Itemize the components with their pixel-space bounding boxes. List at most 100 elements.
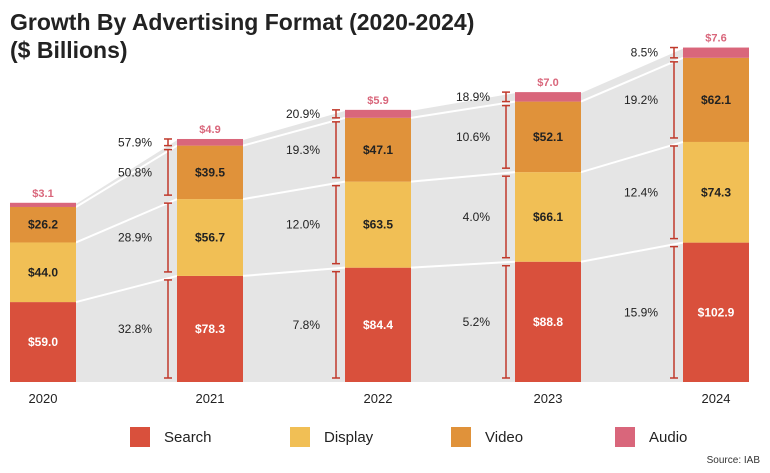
growth-label-search: 32.8% <box>118 322 152 336</box>
bar-segment-video <box>515 101 581 173</box>
bar-value-label: $63.5 <box>363 218 393 232</box>
legend: Search Display Video Audio <box>0 424 770 450</box>
growth-label-display: 12.4% <box>624 185 658 199</box>
bar-value-label: $47.1 <box>363 143 393 157</box>
growth-label-video: 19.3% <box>286 143 320 157</box>
bar-value-label: $84.4 <box>363 318 393 332</box>
bar-value-label: $66.1 <box>533 210 563 224</box>
transition-band <box>76 138 177 382</box>
x-tick-label: 2022 <box>364 391 393 406</box>
legend-swatch-search <box>130 427 150 447</box>
band-separator <box>242 180 346 201</box>
band-separator <box>410 91 516 111</box>
growth-label-audio: 20.9% <box>286 107 320 121</box>
transition-band <box>243 109 345 382</box>
bar-segment-search <box>515 261 581 382</box>
bar-value-label: $78.3 <box>195 322 225 336</box>
growth-label-video: 19.2% <box>624 93 658 107</box>
audio-value-label: $7.6 <box>705 33 726 45</box>
growth-label-display: 28.9% <box>118 231 152 245</box>
audio-value-label: $7.0 <box>537 77 558 89</box>
legend-label: Video <box>485 428 524 446</box>
band-separator <box>580 141 684 174</box>
x-tick-label: 2020 <box>29 391 58 406</box>
growth-label-display: 12.0% <box>286 218 320 232</box>
x-tick-label: 2021 <box>196 391 225 406</box>
bar-value-label: $74.3 <box>701 185 731 199</box>
growth-label-search: 7.8% <box>293 318 321 332</box>
growth-label-video: 10.6% <box>456 130 490 144</box>
transition-band <box>411 92 515 382</box>
transition-band <box>581 47 683 382</box>
chart-title: Growth By Advertising Format (2020-2024)… <box>10 8 474 64</box>
band-separator <box>410 100 516 119</box>
bar-value-label: $39.5 <box>195 165 225 179</box>
bar-segment-display <box>345 181 411 268</box>
band-separator <box>580 56 684 103</box>
band-separator <box>580 46 684 94</box>
audio-value-label: $4.9 <box>199 124 220 136</box>
bar-segment-search <box>683 242 749 382</box>
band-separator <box>410 171 516 183</box>
band-separator <box>410 260 516 269</box>
bar-segment-display <box>177 199 243 276</box>
growth-label-audio: 8.5% <box>631 46 659 60</box>
bar-segment-video <box>683 57 749 142</box>
bar-segment-search <box>10 302 76 382</box>
growth-label-audio: 18.9% <box>456 90 490 104</box>
legend-item-search: Search <box>130 424 212 450</box>
legend-label: Display <box>324 428 374 446</box>
bar-segment-audio <box>515 92 581 102</box>
bar-segment-video <box>10 206 76 243</box>
legend-label: Search <box>164 428 212 446</box>
bar-segment-audio <box>683 47 749 58</box>
legend-label: Audio <box>649 428 688 446</box>
legend-item-audio: Audio <box>615 424 687 450</box>
x-tick-label: 2024 <box>702 391 731 406</box>
growth-label-search: 5.2% <box>463 315 491 329</box>
bar-segment-video <box>177 145 243 200</box>
bar-value-label: $88.8 <box>533 315 563 329</box>
audio-value-label: $3.1 <box>32 188 53 200</box>
bar-segment-audio <box>10 202 76 207</box>
bar-value-label: $44.0 <box>28 265 58 279</box>
legend-swatch-display <box>290 427 310 447</box>
bar-segment-display <box>515 172 581 262</box>
bar-segment-audio <box>345 109 411 118</box>
audio-value-label: $5.9 <box>367 95 388 107</box>
source-note: Source: IAB <box>706 455 760 466</box>
bar-segment-search <box>177 275 243 382</box>
band-separator <box>75 144 178 208</box>
bar-segment-video <box>345 117 411 182</box>
bar-value-label: $52.1 <box>533 130 563 144</box>
chart-title-line1: Growth By Advertising Format (2020-2024) <box>10 9 475 35</box>
band-separator <box>75 274 178 304</box>
bar-segment-audio <box>177 138 243 146</box>
bar-value-label: $59.0 <box>28 335 58 349</box>
legend-swatch-video <box>451 427 471 447</box>
growth-label-display: 4.0% <box>463 210 491 224</box>
growth-label-audio: 57.9% <box>118 135 152 149</box>
legend-item-video: Video <box>451 424 523 450</box>
bar-value-label: $56.7 <box>195 231 225 245</box>
band-separator <box>75 198 178 244</box>
x-tick-label: 2023 <box>534 391 563 406</box>
bar-segment-display <box>683 141 749 243</box>
bar-value-label: $62.1 <box>701 93 731 107</box>
band-separator <box>580 241 684 263</box>
band-separator <box>75 138 178 204</box>
bar-value-label: $26.2 <box>28 218 58 232</box>
chart-title-line2: ($ Billions) <box>10 37 128 63</box>
band-separator <box>242 116 346 147</box>
legend-swatch-audio <box>615 427 635 447</box>
bar-value-label: $102.9 <box>698 305 735 319</box>
bar-segment-search <box>345 267 411 382</box>
bar-segment-display <box>10 242 76 303</box>
band-separator <box>242 108 346 140</box>
legend-item-display: Display <box>290 424 373 450</box>
band-separator <box>242 266 346 277</box>
growth-label-video: 50.8% <box>118 165 152 179</box>
growth-label-search: 15.9% <box>624 305 658 319</box>
